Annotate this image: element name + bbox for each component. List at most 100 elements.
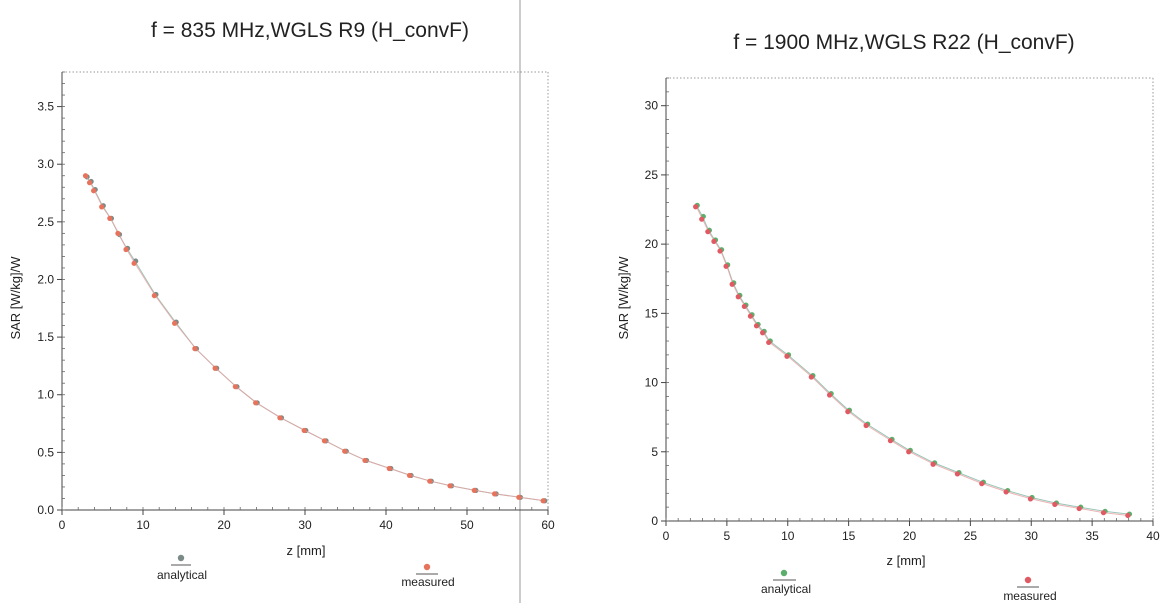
data-point-measured-right bbox=[906, 449, 912, 455]
data-point-measured-left bbox=[123, 246, 129, 253]
data-point-measured-left bbox=[192, 346, 198, 352]
data-point-measured-left bbox=[212, 365, 218, 371]
data-point-measured-right bbox=[729, 281, 735, 287]
x-tick-label-right: 20 bbox=[903, 529, 917, 543]
x-tick-label-left: 10 bbox=[136, 518, 150, 532]
legend-item-measured-left: measured bbox=[401, 563, 455, 589]
data-point-measured-right bbox=[760, 330, 766, 336]
data-point-measured-left bbox=[540, 498, 546, 504]
data-point-measured-left bbox=[516, 494, 522, 500]
y-tick-label-right: 25 bbox=[645, 168, 659, 182]
y-tick-label-left: 0.5 bbox=[37, 445, 54, 459]
data-point-measured-left bbox=[232, 384, 238, 390]
data-point-measured-right bbox=[784, 353, 790, 359]
data-point-measured-right bbox=[826, 392, 833, 398]
data-point-measured-right bbox=[753, 323, 760, 329]
legend-item-measured-right: measured bbox=[1003, 576, 1057, 603]
y-tick-label-right: 15 bbox=[645, 306, 659, 320]
legend-label-analytical-right: analytical bbox=[761, 582, 811, 596]
x-tick-label-left: 30 bbox=[298, 518, 312, 532]
x-tick-label-left: 40 bbox=[379, 518, 393, 532]
legend-left: analytical measured bbox=[157, 554, 455, 589]
series-line-measured-left bbox=[85, 175, 545, 502]
legend-marker-analytical-right bbox=[780, 569, 788, 577]
y-tick-label-left: 3.5 bbox=[37, 100, 54, 114]
data-point-measured-left bbox=[253, 400, 259, 406]
data-point-measured-right bbox=[1003, 489, 1009, 495]
data-point-measured-left bbox=[362, 457, 368, 464]
plot-area-right: 0 5 10 15 20 25 30 35 40 0 5 10 15 20 25 30 bbox=[645, 77, 1160, 543]
x-tick-label-left: 0 bbox=[59, 518, 66, 532]
series-line-measured-right bbox=[695, 206, 1129, 516]
x-tick-label-right: 40 bbox=[1146, 529, 1160, 543]
x-tick-label-right: 15 bbox=[842, 529, 856, 543]
data-point-measured-right bbox=[863, 422, 869, 429]
data-point-measured-right bbox=[705, 229, 711, 235]
data-point-measured-right bbox=[930, 461, 936, 467]
data-point-measured-left bbox=[107, 215, 113, 221]
data-point-measured-left bbox=[471, 487, 477, 494]
legend-marker-measured-right bbox=[1024, 576, 1032, 584]
x-tick-label-right: 10 bbox=[781, 529, 795, 543]
data-point-measured-right bbox=[887, 438, 894, 444]
legend-item-analytical-right: analytical bbox=[761, 569, 811, 596]
x-axis-label-left: z [mm] bbox=[287, 543, 326, 558]
y-tick-label-left: 2.5 bbox=[37, 215, 54, 229]
data-point-measured-right bbox=[1125, 512, 1131, 519]
legend-label-analytical-left: analytical bbox=[157, 568, 207, 582]
data-point-measured-left bbox=[321, 438, 328, 444]
legend-item-analytical-left: analytical bbox=[157, 554, 207, 582]
y-tick-label-left: 1.0 bbox=[37, 388, 54, 402]
data-point-measured-right bbox=[808, 374, 814, 380]
series-line-analytical-left bbox=[85, 176, 545, 502]
data-point-measured-right bbox=[735, 294, 741, 300]
y-tick-label-right: 0 bbox=[651, 514, 658, 528]
data-point-measured-left bbox=[82, 173, 89, 179]
data-point-measured-left bbox=[427, 478, 433, 484]
x-tick-label-left: 20 bbox=[217, 518, 231, 532]
data-point-measured-right bbox=[1076, 505, 1082, 512]
x-tick-label-left: 60 bbox=[541, 518, 555, 532]
data-point-measured-left bbox=[86, 180, 93, 186]
legend-marker-measured-left bbox=[423, 563, 431, 571]
x-tick-label-right: 0 bbox=[663, 529, 670, 543]
data-point-measured-left bbox=[131, 260, 137, 266]
y-tick-label-right: 5 bbox=[651, 445, 658, 459]
data-point-measured-right bbox=[1052, 501, 1058, 507]
chart-title-right: f = 1900 MHz,WGLS R22 (H_convF) bbox=[733, 31, 1074, 54]
y-axis-label-left: SAR [W/kg]/W bbox=[8, 256, 23, 340]
x-axis-label-right: z [mm] bbox=[887, 553, 926, 568]
chart-left: f = 835 MHz,WGLS R9 (H_convF) z [mm] SAR… bbox=[8, 19, 555, 589]
data-point-measured-right bbox=[845, 409, 851, 415]
data-point-measured-left bbox=[99, 204, 105, 210]
data-point-measured-left bbox=[342, 448, 348, 454]
data-point-measured-right bbox=[723, 263, 729, 269]
series-line-analytical-right bbox=[695, 205, 1129, 515]
data-point-measured-right bbox=[1100, 510, 1107, 516]
x-tick-label-left: 50 bbox=[460, 518, 474, 532]
data-point-measured-right bbox=[699, 216, 705, 222]
y-axis-label-right: SAR [W/kg]/W bbox=[616, 256, 631, 340]
data-point-measured-right bbox=[711, 238, 717, 244]
chart-title-left: f = 835 MHz,WGLS R9 (H_convF) bbox=[151, 19, 469, 42]
data-point-measured-right bbox=[766, 339, 772, 346]
y-tick-label-left: 3.0 bbox=[37, 157, 54, 171]
data-point-measured-right bbox=[954, 471, 961, 477]
y-tick-label-left: 0.0 bbox=[37, 503, 54, 517]
data-point-measured-left bbox=[151, 293, 157, 299]
data-point-measured-left bbox=[172, 320, 178, 326]
y-tick-label-left: 2.0 bbox=[37, 272, 54, 286]
x-tick-label-right: 35 bbox=[1085, 529, 1099, 543]
data-point-measured-left bbox=[91, 188, 97, 194]
legend-label-measured-right: measured bbox=[1003, 589, 1056, 603]
data-point-measured-right bbox=[747, 313, 754, 319]
data-point-measured-right bbox=[693, 204, 699, 210]
x-tick-label-right: 30 bbox=[1025, 529, 1039, 543]
y-tick-label-left: 1.5 bbox=[37, 330, 54, 344]
x-tick-label-right: 5 bbox=[724, 529, 731, 543]
data-point-measured-left bbox=[491, 491, 498, 497]
x-tick-label-right: 25 bbox=[964, 529, 978, 543]
data-point-measured-left bbox=[406, 472, 413, 479]
